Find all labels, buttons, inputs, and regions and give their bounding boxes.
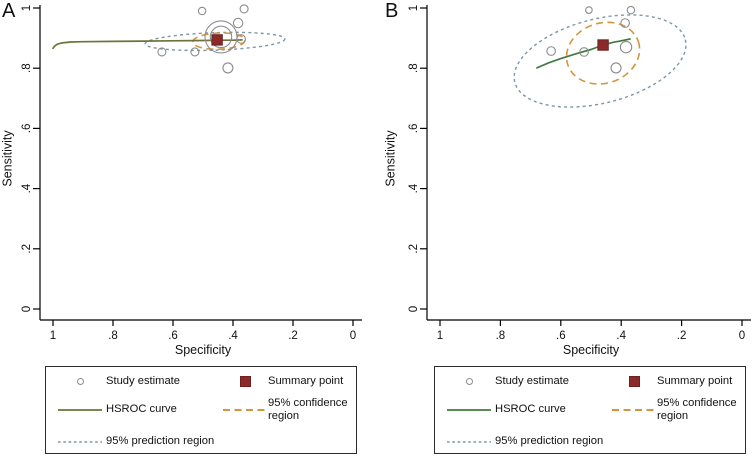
x-tick-label: 0 — [350, 330, 356, 342]
study-estimate-point — [197, 6, 207, 16]
legend-panel-b: Study estimate Summary point HSROC curve… — [434, 366, 746, 454]
study-estimate-point — [222, 62, 234, 74]
prediction-region-ellipse — [144, 31, 286, 52]
study-estimate-point — [579, 47, 589, 57]
confidence-region-ellipse — [192, 32, 246, 51]
x-tick-label: .6 — [168, 330, 178, 342]
x-tick-label: .4 — [616, 330, 626, 342]
confidence-region-icon — [222, 408, 268, 412]
y-tick-label: .2 — [21, 244, 33, 254]
y-tick-label: .8 — [408, 63, 420, 73]
study-estimate-point — [619, 40, 633, 54]
y-tick-label: .4 — [408, 183, 420, 193]
hsroc-curve-icon — [54, 408, 106, 412]
hsroc-curve-icon — [443, 408, 495, 412]
study-estimate-point — [546, 46, 556, 56]
x-tick-label: .4 — [228, 330, 238, 342]
confidence-region-ellipse — [565, 21, 641, 85]
panel-a-plot: 1 .8 .6 .4 .2 0 0 .2 .4 .6 .8 1 Specificity Sensitivi… — [0, 0, 362, 357]
x-tick-label: 0 — [739, 330, 745, 342]
study-estimate-point — [232, 17, 244, 29]
y-tick-label: .6 — [408, 124, 420, 134]
legend-confidence-region-label: 95% confidence region — [657, 396, 737, 422]
y-axis-title: Sensitivity — [383, 130, 397, 187]
panel-label: A — [2, 0, 16, 22]
panel-b-plot: 1 .8 .6 .4 .2 0 0 .2 .4 .6 .8 1 Specificity Sensitivi… — [383, 0, 751, 357]
legend-prediction-region-label: 95% prediction region — [106, 435, 215, 448]
x-tick-label: 1 — [50, 330, 56, 342]
x-tick-label: .2 — [288, 330, 298, 342]
summary-point-marker — [211, 34, 223, 46]
legend-prediction-region-label: 95% prediction region — [495, 435, 604, 448]
y-tick-label: 0 — [21, 306, 33, 312]
legend-hsroc-curve-label: HSROC curve — [106, 403, 177, 416]
x-tick-label: .8 — [108, 330, 118, 342]
study-estimate-point — [620, 18, 630, 28]
y-tick-label: .6 — [21, 124, 33, 134]
study-estimate-point — [610, 62, 622, 74]
study-estimate-point — [157, 47, 167, 57]
study-estimate-point — [239, 4, 249, 14]
summary-point-icon — [222, 375, 268, 387]
legend-study-estimate-label: Study estimate — [106, 374, 180, 387]
x-tick-label: 1 — [437, 330, 443, 342]
legend-hsroc-curve-label: HSROC curve — [495, 403, 566, 416]
y-tick-label: .4 — [21, 183, 33, 193]
y-tick-label: .8 — [21, 63, 33, 73]
x-tick-label: .2 — [677, 330, 687, 342]
study-estimate-point — [236, 34, 246, 44]
study-estimate-icon — [54, 377, 106, 385]
legend-summary-point-label: Summary point — [657, 374, 733, 387]
legend-study-estimate-label: Study estimate — [495, 374, 569, 387]
legend-confidence-region-label: 95% confidence region — [268, 396, 348, 422]
prediction-region-icon — [443, 440, 495, 444]
panel-label: B — [385, 0, 398, 22]
y-tick-label: 1 — [21, 5, 33, 11]
study-estimate-point — [190, 47, 200, 57]
legend-panel-a: Study estimate Summary point HSROC curve… — [45, 366, 357, 454]
summary-point-marker — [597, 39, 609, 51]
study-estimate-point — [585, 6, 593, 14]
study-estimate-icon — [443, 377, 495, 385]
y-tick-label: 1 — [408, 5, 420, 11]
hsroc-curve-path — [536, 38, 631, 69]
y-tick-label: .2 — [408, 244, 420, 254]
x-axis-title: Specificity — [175, 343, 232, 357]
x-tick-label: .6 — [556, 330, 566, 342]
x-axis-title: Specificity — [563, 343, 620, 357]
study-estimate-point — [209, 25, 233, 49]
confidence-region-icon — [611, 408, 657, 412]
y-axis-title: Sensitivity — [0, 130, 14, 187]
legend-summary-point-label: Summary point — [268, 374, 344, 387]
x-tick-label: .8 — [496, 330, 506, 342]
summary-point-icon — [611, 375, 657, 387]
y-tick-label: 0 — [408, 306, 420, 312]
prediction-region-ellipse — [513, 14, 687, 108]
study-estimate-point — [626, 5, 636, 15]
prediction-region-icon — [54, 440, 106, 444]
